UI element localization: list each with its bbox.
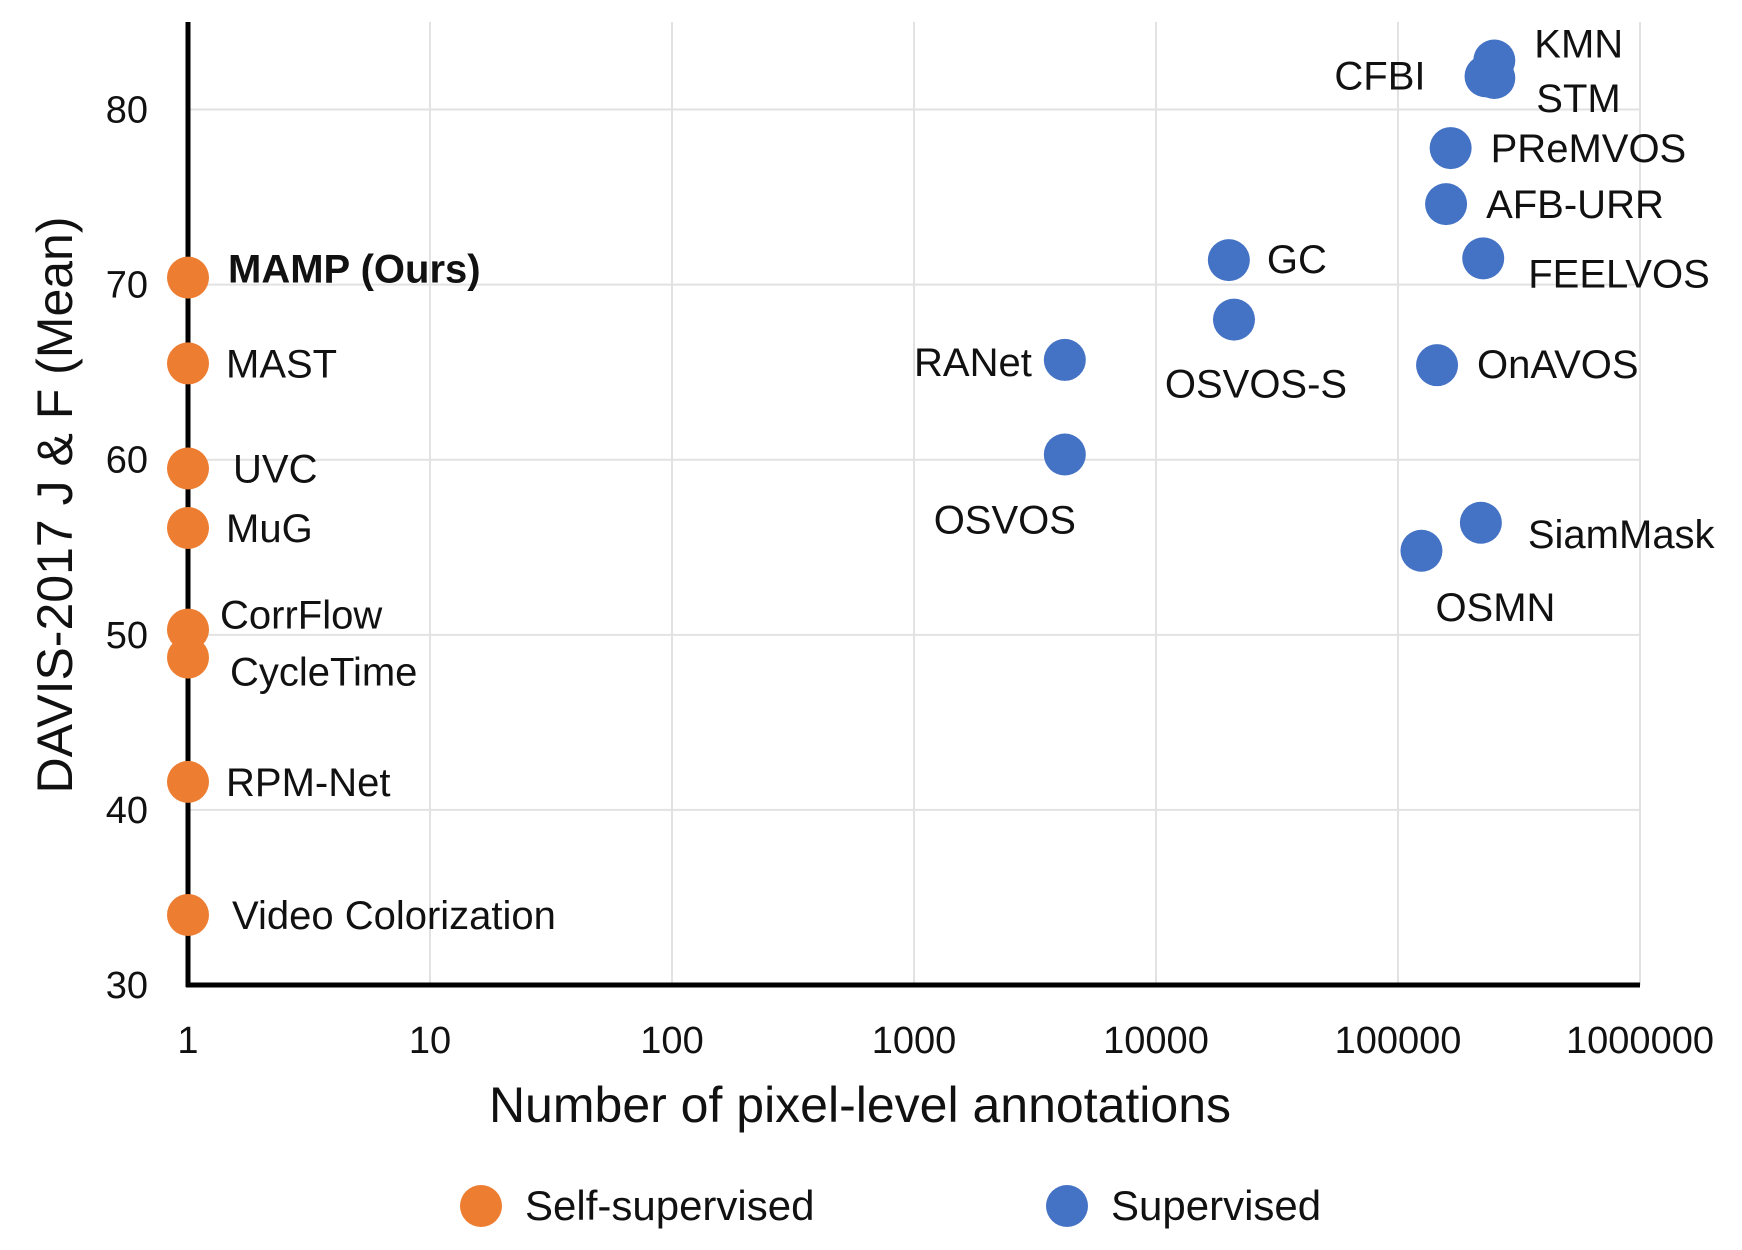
legend-label-self-supervised: Self-supervised	[525, 1182, 814, 1229]
point-osmn	[1400, 529, 1443, 572]
x-tick-labels: 1 10 100 1000 10000 100000 1000000	[177, 1020, 1714, 1062]
point-label-mug: MuG	[226, 507, 313, 551]
point-label-corrflow: CorrFlow	[220, 594, 382, 638]
point-label-cycletime: CycleTime	[230, 651, 417, 695]
legend-marker-self-supervised	[460, 1185, 502, 1227]
x-tick-label: 1	[177, 1020, 198, 1062]
point-label-onavos: OnAVOS	[1477, 343, 1639, 387]
y-tick-labels: 30 40 50 60 70 80	[106, 90, 148, 1007]
x-tick-label: 10000	[1103, 1020, 1209, 1062]
point-rpm-net	[167, 760, 209, 803]
point-label-osmn: OSMN	[1435, 586, 1555, 630]
point-cycletime	[167, 636, 209, 679]
point-premvos	[1429, 127, 1472, 170]
point-label-mast: MAST	[226, 342, 337, 386]
gridlines	[188, 22, 1641, 985]
point-label-stm: STM	[1536, 77, 1620, 121]
point-osvos	[1043, 433, 1086, 476]
point-label-premvos: PReMVOS	[1491, 127, 1687, 171]
point-label-uvc: UVC	[233, 447, 317, 491]
legend-marker-supervised	[1046, 1185, 1088, 1227]
y-tick-label: 50	[106, 615, 148, 657]
point-labels: MAMP (Ours) MAST UVC MuG CorrFlow CycleTime RP…	[220, 23, 1716, 938]
x-tick-label: 1000000	[1566, 1020, 1714, 1062]
point-label-siammask: SiamMask	[1528, 513, 1716, 557]
point-label-osvos: OSVOS	[934, 498, 1076, 542]
y-tick-label: 80	[106, 90, 148, 132]
x-tick-label: 1000	[872, 1020, 957, 1062]
point-mast	[167, 342, 209, 385]
x-tick-label: 100000	[1335, 1020, 1462, 1062]
data-points	[167, 39, 1516, 936]
point-ranet	[1043, 338, 1086, 381]
point-label-osvos-s: OSVOS-S	[1165, 363, 1347, 407]
point-onavos	[1416, 344, 1459, 387]
axes	[185, 22, 1640, 988]
point-label-rpm-net: RPM-Net	[226, 761, 390, 805]
point-video-colorization	[167, 893, 209, 936]
point-gc	[1207, 239, 1250, 282]
point-uvc	[167, 447, 209, 490]
point-osvos-s	[1212, 298, 1255, 341]
point-label-afb-urr: AFB-URR	[1486, 183, 1664, 227]
y-tick-label: 70	[106, 265, 148, 307]
point-label-kmn: KMN	[1534, 23, 1623, 67]
y-tick-label: 40	[106, 790, 148, 832]
point-label-cfbi: CFBI	[1334, 54, 1425, 98]
point-afb-urr	[1425, 183, 1468, 226]
point-siammask	[1459, 501, 1502, 544]
legend-label-supervised: Supervised	[1111, 1182, 1321, 1229]
y-tick-label: 30	[106, 965, 148, 1007]
legend: Self-supervised Supervised	[460, 1182, 1321, 1229]
x-tick-label: 10	[409, 1020, 451, 1062]
y-axis-title: DAVIS-2017 J & F (Mean)	[27, 216, 83, 793]
point-label-ranet: RANet	[914, 341, 1032, 385]
point-label-feelvos: FEELVOS	[1528, 252, 1710, 296]
point-mug	[167, 507, 209, 550]
point-label-gc: GC	[1267, 238, 1327, 282]
point-cfbi	[1464, 55, 1507, 98]
point-feelvos	[1462, 237, 1505, 280]
point-label-video-colorization: Video Colorization	[232, 894, 556, 938]
y-tick-label: 60	[106, 440, 148, 482]
x-axis-title: Number of pixel-level annotations	[489, 1077, 1231, 1133]
point-label-mamp-ours: MAMP (Ours)	[228, 248, 481, 292]
point-mamp-ours	[167, 256, 209, 299]
x-tick-label: 100	[640, 1020, 703, 1062]
